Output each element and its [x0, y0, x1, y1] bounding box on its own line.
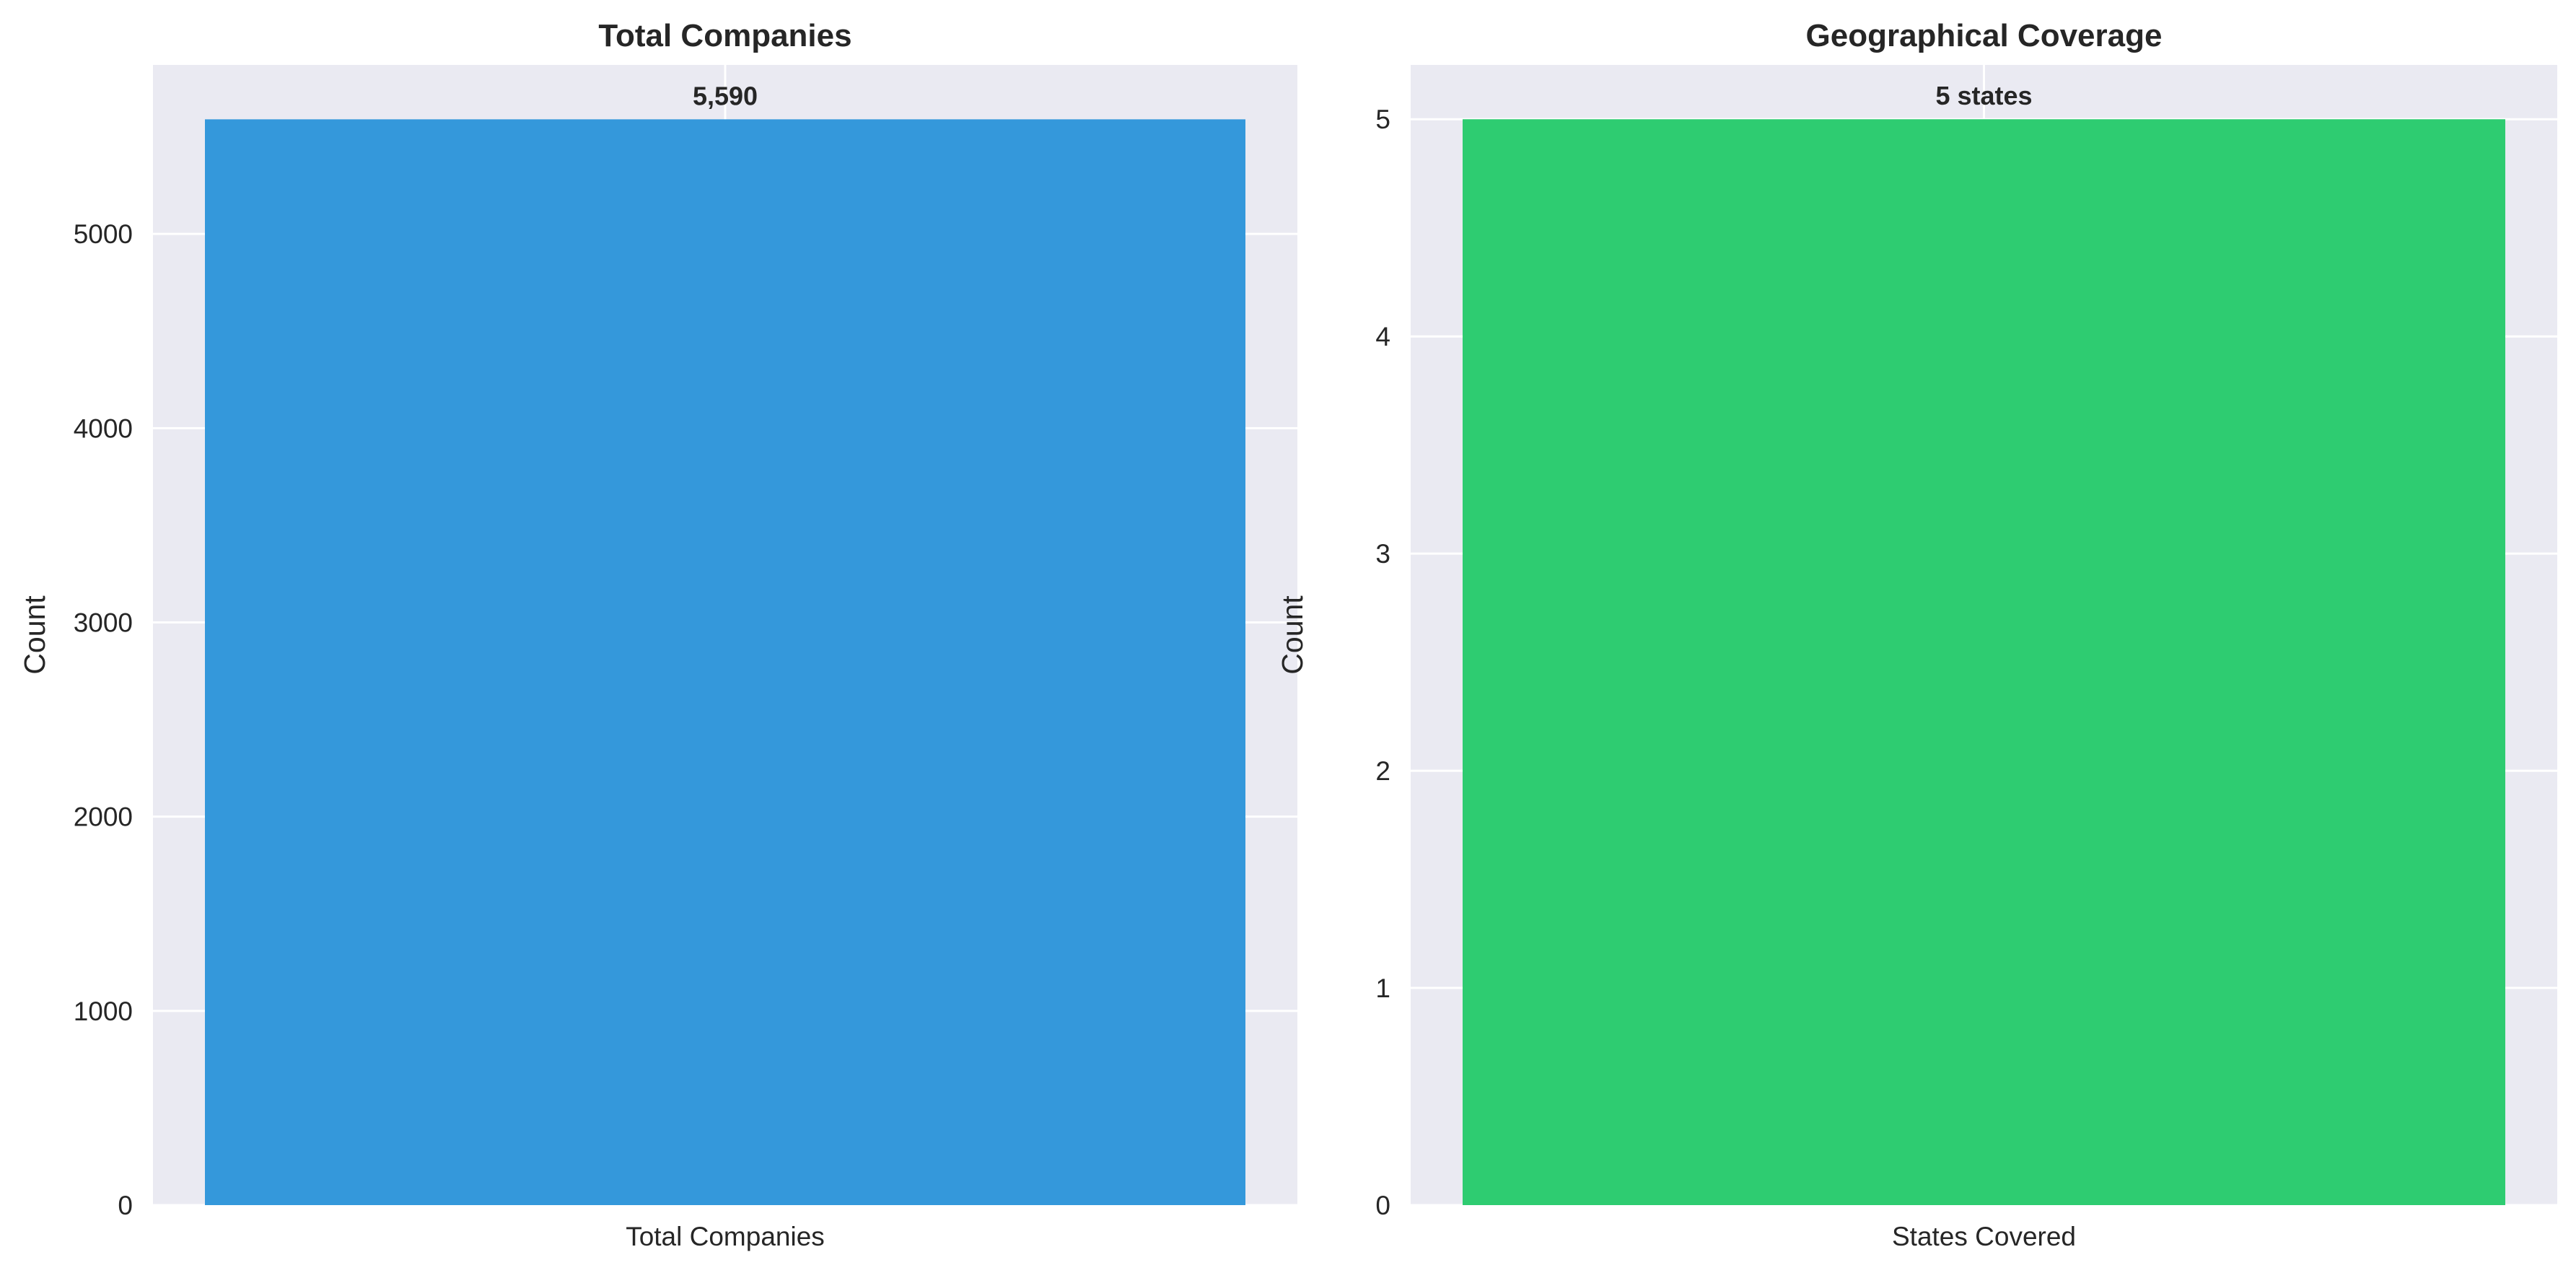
y-tick-label: 3000 — [74, 608, 133, 638]
y-tick-label: 2000 — [74, 802, 133, 832]
y-tick-label: 2 — [1375, 756, 1390, 786]
y-axis-label: Count — [1276, 595, 1309, 675]
y-tick-label: 3 — [1375, 539, 1390, 569]
x-tick-label: Total Companies — [626, 1222, 825, 1251]
chart-title: Geographical Coverage — [1806, 18, 2163, 53]
y-tick-label: 1000 — [74, 997, 133, 1026]
y-tick-label: 5 — [1375, 105, 1390, 134]
y-tick-label: 4000 — [74, 413, 133, 443]
y-tick-label: 1 — [1375, 973, 1390, 1003]
y-axis-label: Count — [18, 595, 51, 675]
chart-title: Total Companies — [598, 18, 851, 53]
y-tick-label: 0 — [118, 1191, 133, 1220]
y-tick-label: 5000 — [74, 219, 133, 249]
bar — [1463, 119, 2505, 1206]
x-tick-label: States Covered — [1892, 1222, 2076, 1251]
data-label: 5 states — [1935, 81, 2032, 110]
data-label: 5,590 — [693, 81, 758, 110]
bar — [205, 119, 1245, 1206]
y-tick-label: 4 — [1375, 322, 1390, 351]
y-tick-label: 0 — [1375, 1191, 1390, 1220]
